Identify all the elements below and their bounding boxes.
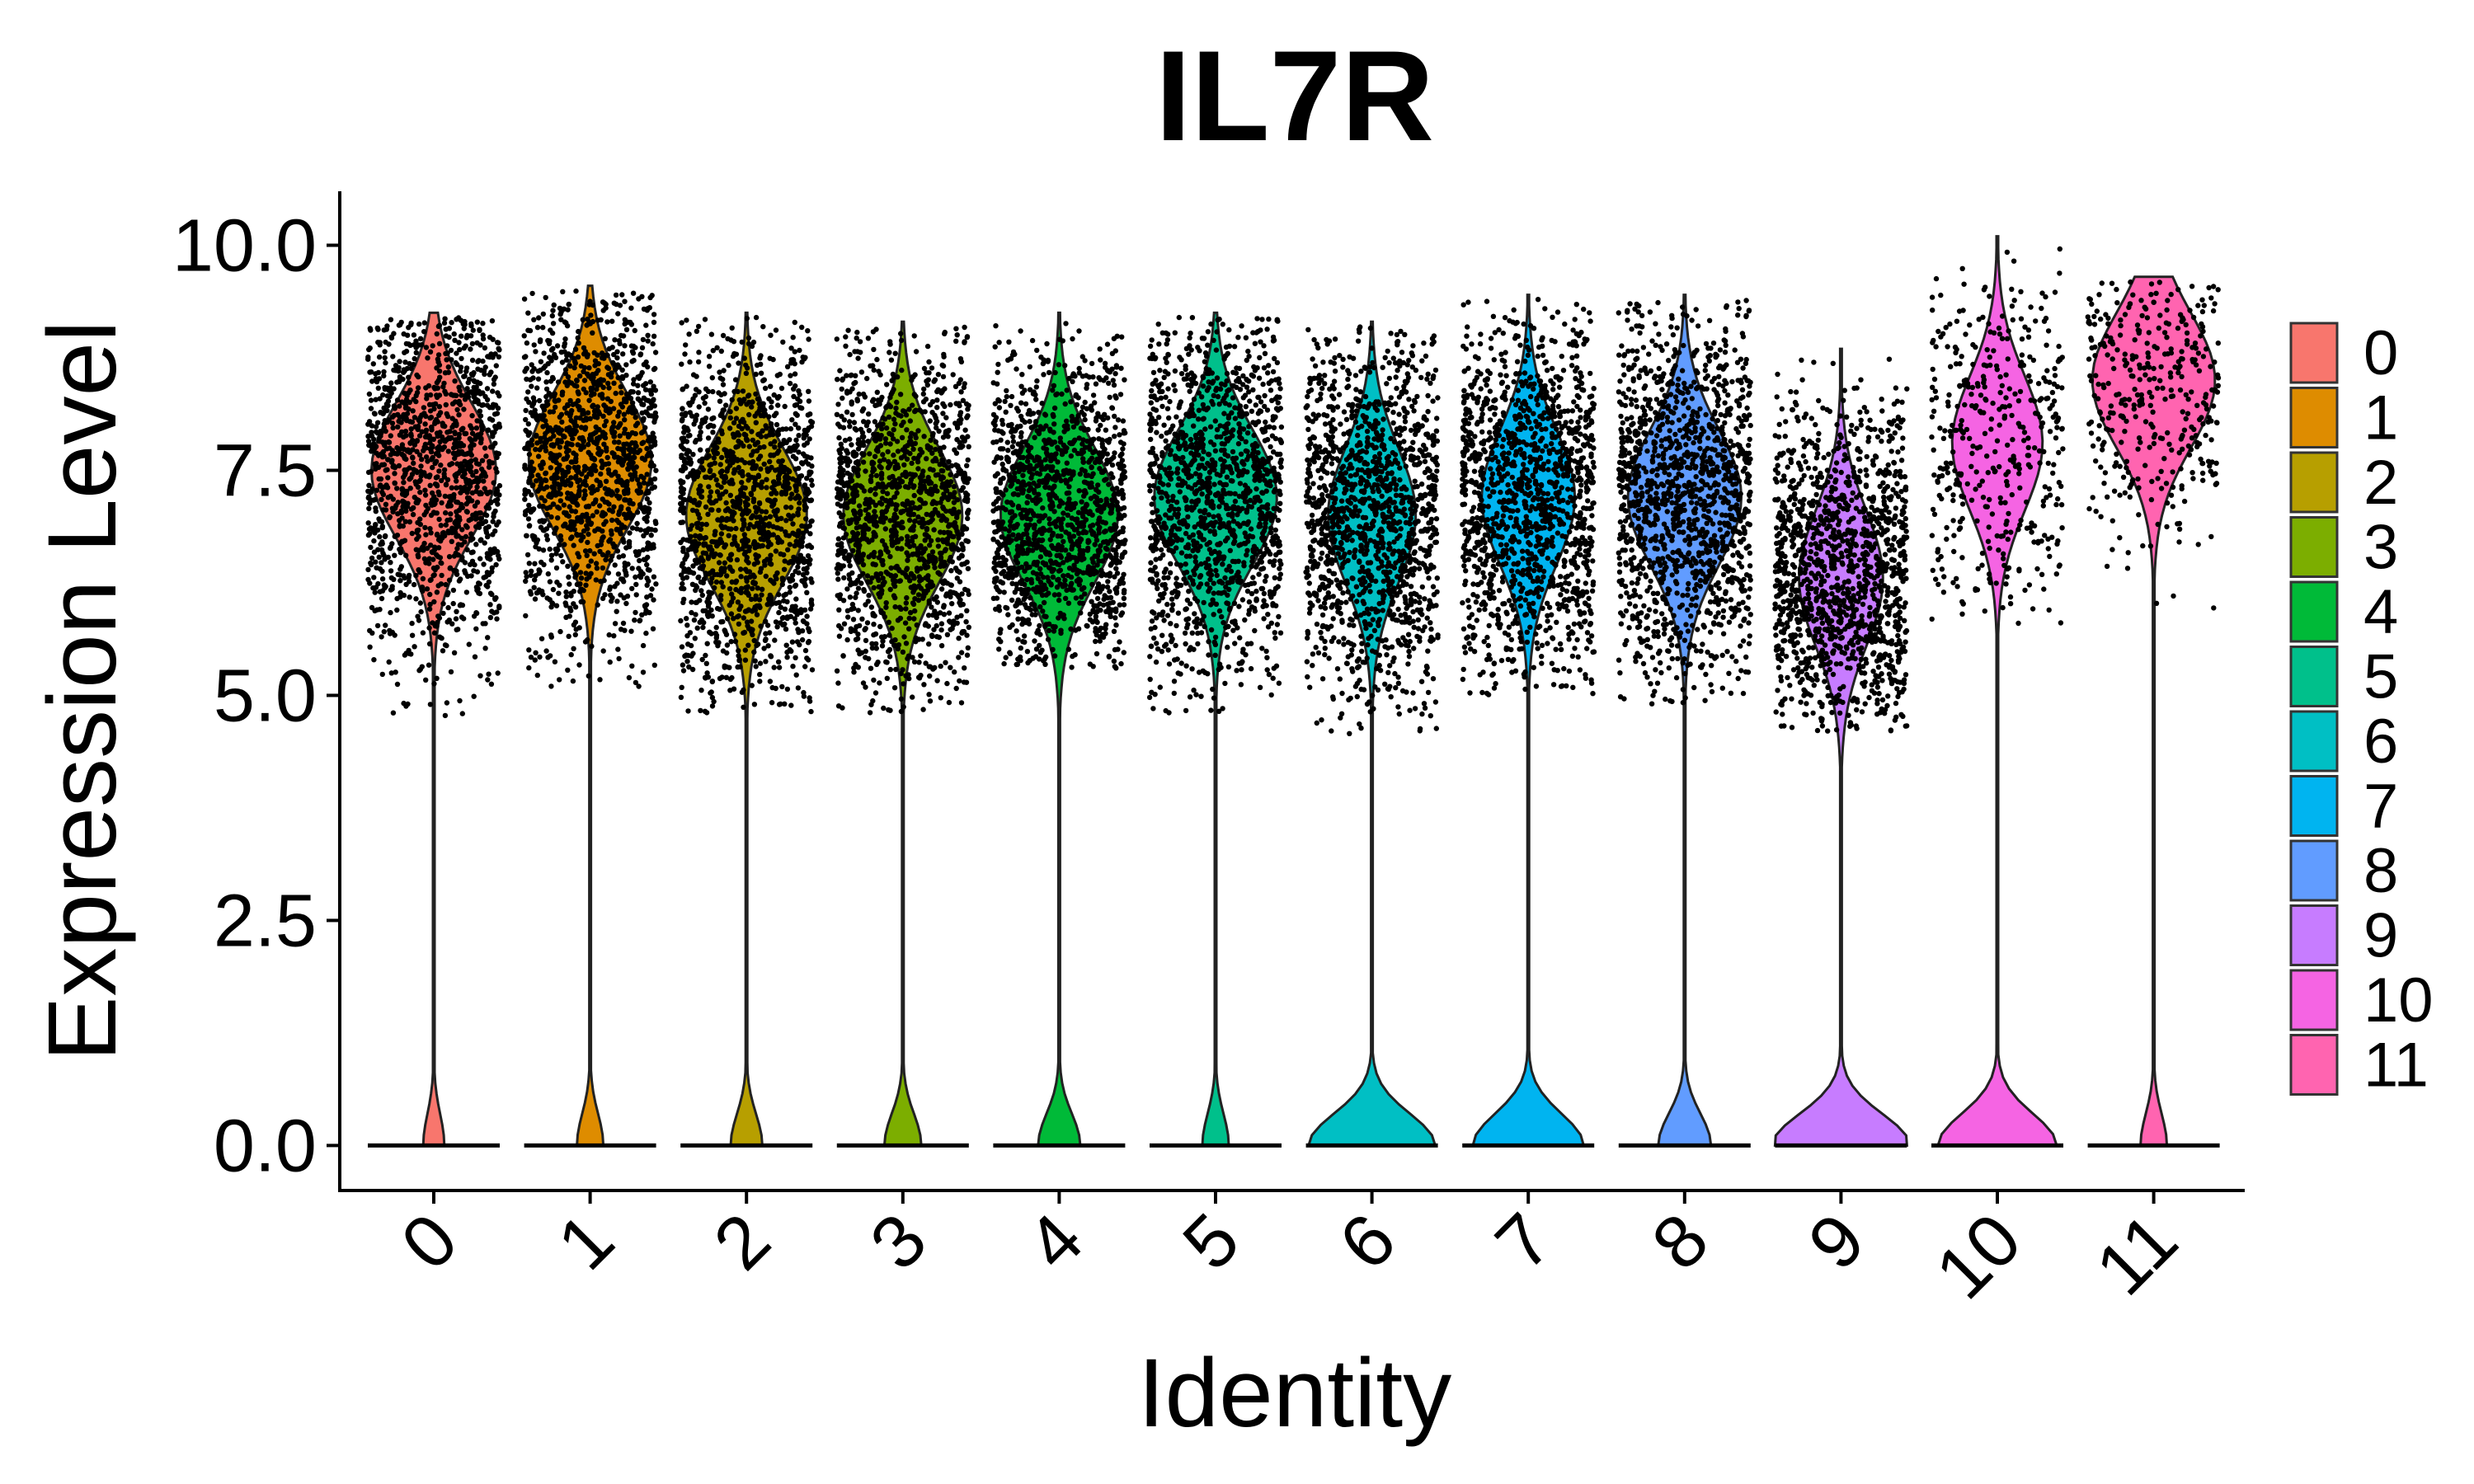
y-axis-ticks: 0.0 2.5 5.0 7.5 10.0 [172, 205, 340, 1187]
violin-group-10 [1929, 235, 2066, 1148]
chart-title: IL7R [1155, 25, 1434, 168]
legend-label-8: 8 [2363, 836, 2398, 906]
x-tick-label: 8 [1637, 1198, 1724, 1285]
y-tick-label: 0.0 [214, 1105, 317, 1187]
x-tick-label: 9 [1793, 1198, 1880, 1285]
x-tick-label: 0 [386, 1198, 473, 1285]
y-tick-label: 7.5 [214, 430, 317, 512]
legend-label-2: 2 [2363, 448, 2398, 518]
legend-swatch-8 [2289, 839, 2339, 902]
legend-label-5: 5 [2363, 642, 2398, 712]
x-tick-label: 5 [1168, 1198, 1255, 1285]
points-11 [2085, 279, 2222, 611]
y-tick-label: 10.0 [172, 205, 317, 288]
points-9 [1772, 356, 1910, 734]
violin-group-4 [990, 311, 1128, 1148]
legend-label-4: 4 [2363, 577, 2398, 647]
violin-group-6 [1303, 320, 1441, 1148]
points-2 [678, 314, 816, 716]
points-7 [1460, 297, 1597, 697]
points-10 [1929, 246, 2066, 627]
plot-area [365, 235, 2222, 1148]
legend-label-3: 3 [2363, 513, 2398, 583]
x-tick-label: 10 [1921, 1198, 2037, 1314]
y-tick-label: 2.5 [214, 880, 317, 962]
legend-label-6: 6 [2363, 707, 2398, 777]
x-tick-label: 7 [1480, 1198, 1568, 1285]
legend-swatch-0 [2289, 322, 2339, 384]
points-1 [521, 288, 659, 689]
points-0 [365, 315, 503, 719]
legend-label-1: 1 [2363, 383, 2398, 453]
points-8 [1616, 298, 1753, 707]
violin-group-7 [1460, 294, 1597, 1148]
legend-swatch-6 [2289, 710, 2339, 773]
violin-group-1 [521, 284, 659, 1148]
legend-label-9: 9 [2363, 901, 2398, 971]
violin-group-3 [834, 320, 972, 1148]
legend-swatch-9 [2289, 904, 2339, 966]
x-tick-label: 4 [1011, 1198, 1098, 1285]
x-axis-title: Identity [1138, 1339, 1451, 1448]
legend-swatch-11 [2289, 1034, 2339, 1096]
y-axis-title: Expression Level [28, 321, 137, 1062]
points-3 [834, 324, 972, 716]
legend-swatch-1 [2289, 387, 2339, 448]
legend-swatch-5 [2289, 646, 2339, 707]
legend-label-7: 7 [2363, 772, 2398, 842]
x-tick-label: 2 [698, 1198, 786, 1285]
legend-swatch-4 [2289, 580, 2339, 643]
violin-group-8 [1616, 294, 1753, 1148]
legend-label-11: 11 [2363, 1031, 2429, 1101]
points-4 [990, 321, 1128, 671]
legend-swatch-3 [2289, 516, 2339, 578]
x-tick-label: 6 [1324, 1198, 1412, 1285]
violin-group-9 [1772, 347, 1910, 1148]
x-axis-ticks: 0 1 2 3 4 5 6 7 8 9 10 11 [386, 1190, 2194, 1315]
legend-label-0: 0 [2363, 318, 2398, 388]
legend-label-10: 10 [2363, 965, 2434, 1036]
legend-swatch-2 [2289, 451, 2339, 514]
legend-swatch-10 [2289, 969, 2339, 1031]
x-tick-label: 3 [855, 1198, 943, 1285]
violin-shape-10 [1935, 235, 2059, 1147]
points-6 [1303, 324, 1441, 736]
y-tick-label: 5.0 [214, 655, 317, 737]
x-tick-label: 1 [543, 1198, 630, 1285]
violin-group-2 [678, 311, 816, 1148]
legend-swatch-7 [2289, 775, 2339, 837]
x-tick-label: 11 [2081, 1198, 2194, 1311]
violin-group-11 [2085, 275, 2222, 1148]
violin-group-5 [1146, 311, 1285, 1148]
points-5 [1146, 314, 1285, 716]
violin-group-0 [365, 311, 503, 1148]
